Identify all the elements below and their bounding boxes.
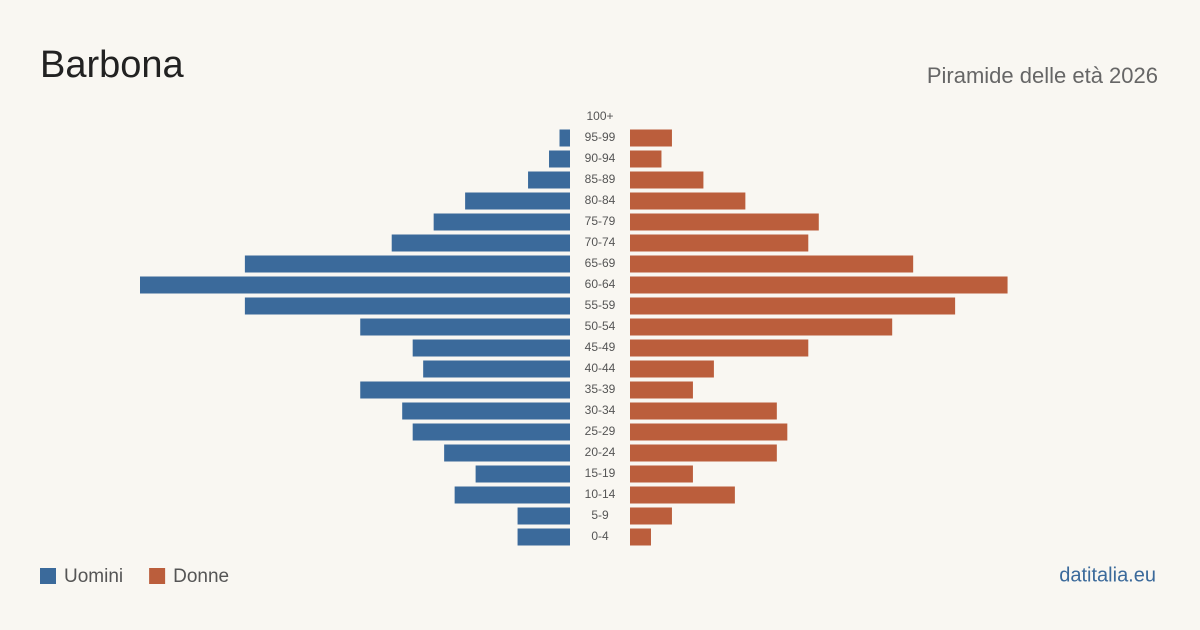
bar — [630, 129, 672, 147]
category-label: 35-39 — [585, 382, 616, 396]
bar — [630, 192, 746, 210]
legend-label: Donne — [173, 566, 229, 587]
bar — [630, 423, 788, 441]
legend-swatch — [40, 568, 56, 584]
source[interactable]: datitalia.eu — [1059, 564, 1156, 586]
category-label: 80-84 — [585, 193, 616, 207]
bar — [559, 129, 570, 147]
bar — [630, 528, 651, 546]
bar — [630, 255, 914, 273]
category-label: 30-34 — [585, 403, 616, 417]
bar — [517, 507, 570, 525]
category-label: 25-29 — [585, 424, 616, 438]
bar — [630, 381, 693, 399]
bar — [454, 486, 570, 504]
bar — [549, 150, 570, 168]
bar — [630, 213, 819, 231]
bar — [465, 192, 570, 210]
category-label: 55-59 — [585, 298, 616, 312]
bar — [412, 423, 570, 441]
bar — [444, 444, 570, 462]
category-label: 100+ — [586, 109, 613, 123]
bar — [630, 276, 1008, 294]
bar — [630, 234, 809, 252]
bar — [630, 171, 704, 189]
category-label: 70-74 — [585, 235, 616, 249]
bar — [630, 360, 714, 378]
bar — [391, 234, 570, 252]
bar — [528, 171, 570, 189]
bar — [630, 318, 893, 336]
bar — [360, 381, 570, 399]
bar — [630, 486, 735, 504]
category-label: 40-44 — [585, 361, 616, 375]
bar — [630, 402, 777, 420]
category-label: 20-24 — [585, 445, 616, 459]
bar — [423, 360, 570, 378]
chart-subtitle: Piramide delle età 2026 — [927, 63, 1158, 88]
category-label: 0-4 — [591, 529, 609, 543]
chart-title: Barbona — [40, 44, 185, 86]
bar — [630, 297, 956, 315]
category-label: 5-9 — [591, 508, 609, 522]
bar — [402, 402, 570, 420]
bar — [630, 150, 662, 168]
category-label: 15-19 — [585, 466, 616, 480]
category-label: 65-69 — [585, 256, 616, 270]
bar — [412, 339, 570, 357]
bar — [433, 213, 570, 231]
bar — [244, 297, 570, 315]
category-label: 85-89 — [585, 172, 616, 186]
bar — [630, 339, 809, 357]
category-label: 10-14 — [585, 487, 616, 501]
legend-label: Uomini — [64, 566, 123, 587]
category-label: 90-94 — [585, 151, 616, 165]
bar — [140, 276, 570, 294]
legend-swatch — [149, 568, 166, 584]
category-label: 60-64 — [585, 277, 616, 291]
bar — [630, 465, 693, 483]
bar — [475, 465, 570, 483]
bar — [360, 318, 570, 336]
bar — [244, 255, 570, 273]
category-label: 95-99 — [585, 130, 616, 144]
category-label: 75-79 — [585, 214, 616, 228]
bar — [630, 507, 672, 525]
bar — [630, 444, 777, 462]
bar — [517, 528, 570, 546]
category-label: 45-49 — [585, 340, 616, 354]
category-label: 50-54 — [585, 319, 616, 333]
